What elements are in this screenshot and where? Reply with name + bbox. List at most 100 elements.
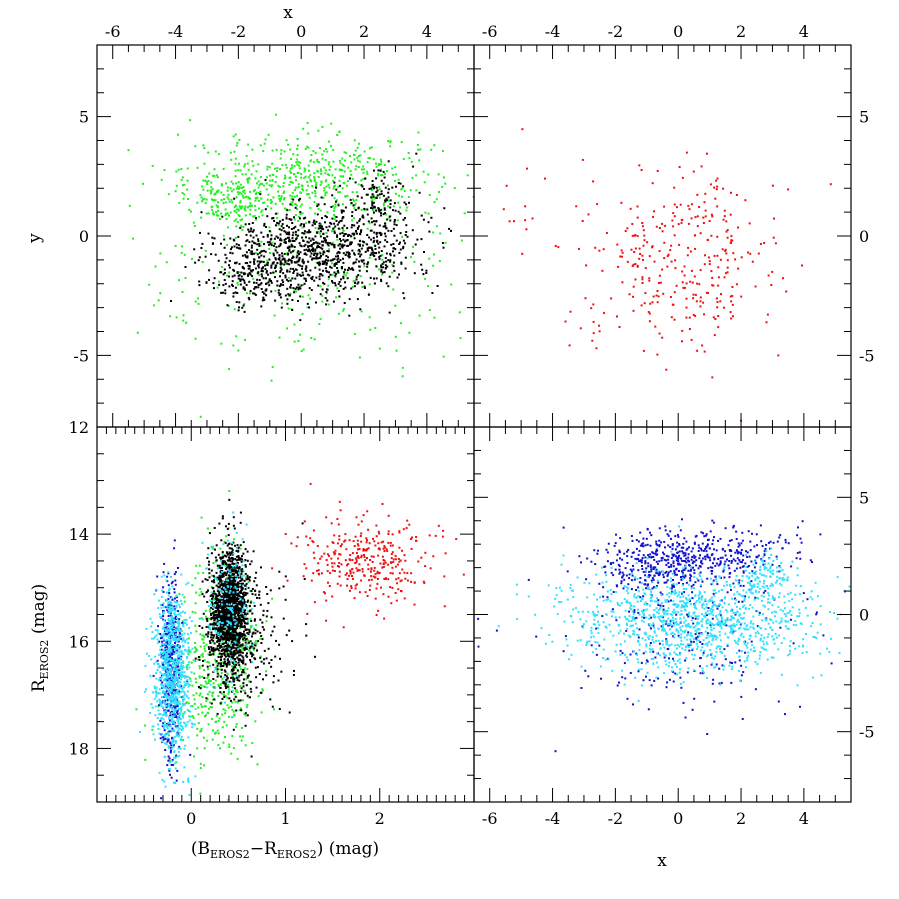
data-point bbox=[246, 704, 249, 706]
data-point bbox=[238, 566, 241, 569]
data-point bbox=[227, 583, 230, 586]
data-point bbox=[232, 524, 235, 527]
data-point bbox=[259, 603, 262, 606]
data-point bbox=[717, 326, 720, 329]
data-point bbox=[233, 562, 236, 565]
data-point bbox=[213, 590, 215, 593]
plot-frame bbox=[96, 44, 475, 428]
data-point bbox=[311, 224, 314, 227]
data-point bbox=[228, 593, 230, 596]
data-point bbox=[255, 191, 258, 194]
data-point bbox=[211, 601, 214, 604]
data-point bbox=[285, 213, 288, 216]
data-point bbox=[236, 544, 239, 547]
data-point bbox=[430, 148, 433, 151]
data-point bbox=[222, 741, 225, 744]
data-point bbox=[202, 612, 205, 615]
data-point bbox=[246, 668, 249, 671]
data-point bbox=[155, 690, 157, 693]
data-point bbox=[237, 309, 240, 312]
data-point bbox=[239, 690, 242, 693]
data-point bbox=[209, 642, 212, 644]
data-point bbox=[578, 247, 580, 250]
data-point bbox=[254, 644, 257, 647]
data-point bbox=[380, 214, 383, 217]
data-point bbox=[216, 668, 219, 671]
data-point bbox=[289, 286, 292, 289]
data-point bbox=[213, 592, 216, 595]
data-point bbox=[392, 173, 395, 176]
data-point bbox=[359, 154, 362, 157]
data-point bbox=[242, 196, 245, 199]
data-point bbox=[237, 277, 240, 280]
data-point bbox=[801, 264, 803, 267]
data-point bbox=[384, 200, 387, 203]
data-point bbox=[226, 672, 229, 675]
data-point bbox=[162, 571, 165, 574]
data-point bbox=[232, 295, 235, 298]
data-point bbox=[260, 305, 263, 308]
data-point bbox=[231, 568, 234, 571]
data-point bbox=[241, 558, 244, 561]
data-point bbox=[349, 268, 352, 271]
data-point bbox=[438, 260, 441, 263]
data-point bbox=[253, 258, 256, 261]
data-point bbox=[245, 154, 248, 157]
data-point bbox=[404, 256, 407, 259]
data-point bbox=[289, 267, 292, 270]
data-point bbox=[432, 231, 435, 234]
data-point bbox=[433, 316, 436, 319]
data-point bbox=[272, 675, 275, 678]
data-point bbox=[232, 516, 235, 519]
data-point bbox=[253, 252, 256, 255]
data-point bbox=[252, 164, 255, 167]
data-point bbox=[260, 691, 263, 694]
data-point bbox=[379, 168, 382, 171]
data-point bbox=[564, 320, 567, 323]
data-point bbox=[174, 244, 177, 247]
data-point bbox=[228, 259, 231, 262]
data-point bbox=[238, 162, 240, 165]
data-point bbox=[227, 591, 230, 594]
data-point bbox=[238, 654, 240, 657]
data-point bbox=[656, 170, 659, 172]
data-point bbox=[299, 205, 302, 208]
data-point bbox=[235, 564, 238, 567]
data-point bbox=[672, 225, 675, 228]
data-point bbox=[268, 241, 271, 244]
data-point bbox=[184, 266, 187, 268]
data-point bbox=[658, 250, 661, 253]
data-point bbox=[651, 182, 654, 185]
data-point bbox=[247, 696, 250, 699]
data-point bbox=[217, 629, 220, 632]
data-point bbox=[328, 140, 330, 143]
data-point bbox=[206, 183, 209, 186]
data-point bbox=[249, 650, 252, 653]
data-point bbox=[311, 250, 314, 252]
data-point bbox=[197, 572, 200, 575]
data-point bbox=[227, 706, 230, 709]
data-point bbox=[225, 580, 228, 583]
data-point bbox=[277, 291, 280, 294]
data-point bbox=[398, 194, 400, 197]
data-point bbox=[293, 249, 296, 252]
data-point bbox=[225, 611, 228, 614]
data-point bbox=[234, 672, 237, 675]
data-point bbox=[197, 656, 200, 658]
data-point bbox=[337, 185, 340, 188]
data-point bbox=[278, 294, 281, 297]
data-point bbox=[236, 594, 239, 597]
data-point bbox=[221, 563, 224, 566]
data-point bbox=[395, 185, 397, 188]
data-point bbox=[308, 274, 311, 277]
data-point bbox=[242, 287, 245, 290]
data-point bbox=[225, 724, 228, 727]
data-point bbox=[218, 280, 220, 283]
data-point bbox=[636, 265, 639, 268]
data-point bbox=[224, 541, 227, 544]
data-point bbox=[383, 208, 386, 211]
data-point bbox=[194, 611, 197, 614]
data-point bbox=[232, 541, 235, 544]
data-point bbox=[292, 227, 295, 230]
data-point bbox=[293, 291, 296, 294]
